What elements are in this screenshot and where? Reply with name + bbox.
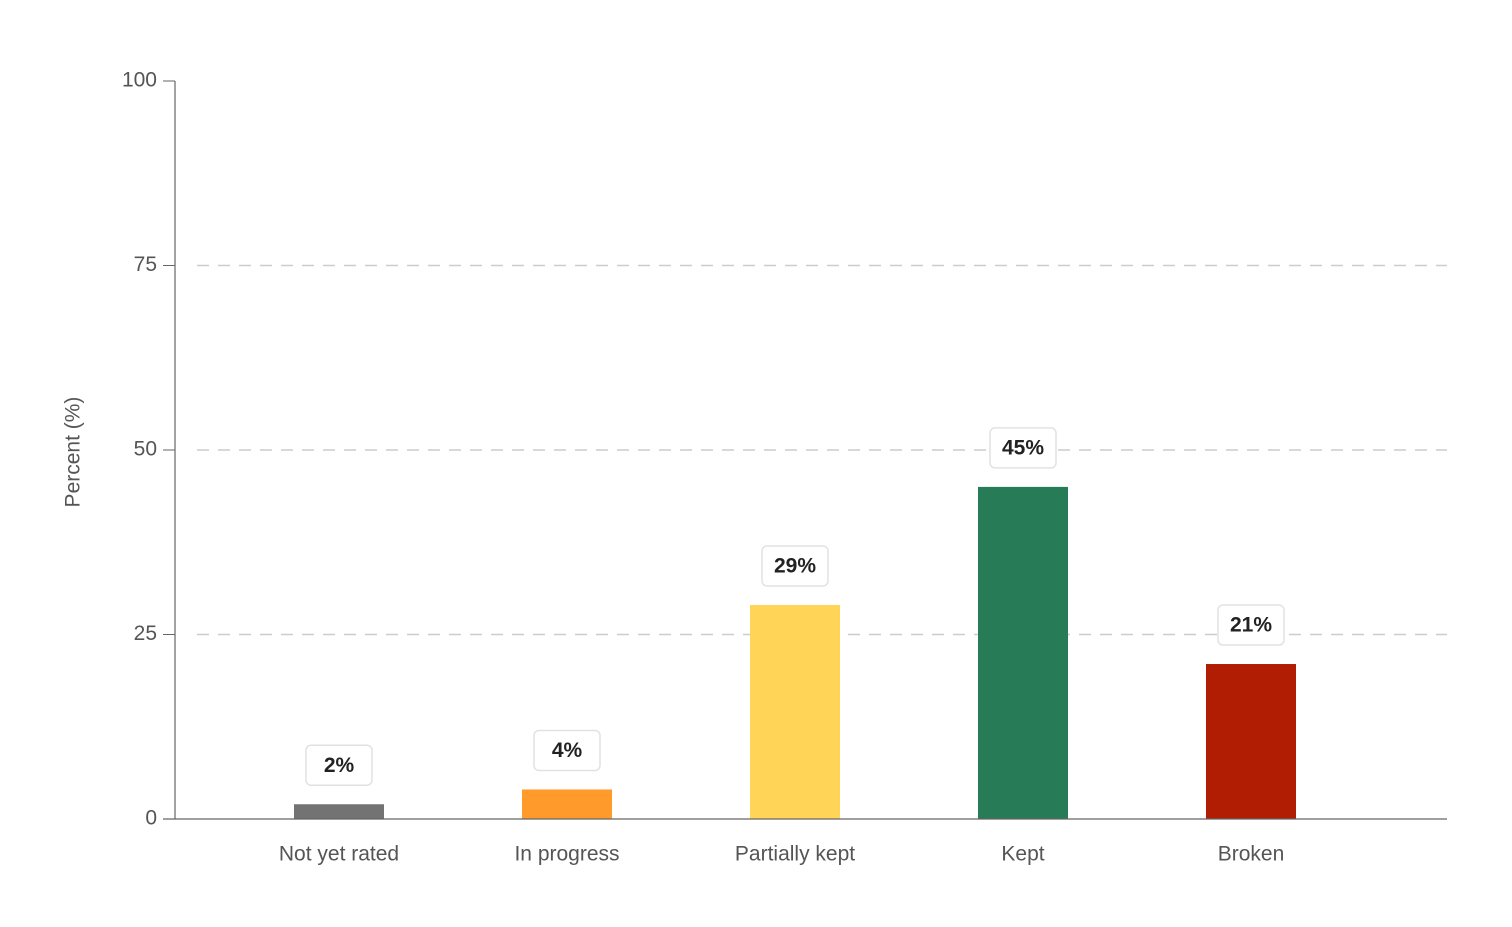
x-tick-label: Partially kept xyxy=(735,843,855,866)
value-label: 45% xyxy=(1002,436,1044,459)
y-tick-label: 0 xyxy=(145,807,157,830)
x-tick-label: Not yet rated xyxy=(279,843,399,866)
bar xyxy=(750,604,840,819)
bar xyxy=(978,486,1068,819)
y-tick-label: 50 xyxy=(134,438,157,461)
value-label-box xyxy=(989,427,1057,469)
bar xyxy=(294,804,384,819)
x-tick-label: Kept xyxy=(1001,843,1044,866)
value-label: 2% xyxy=(324,754,355,777)
value-label: 29% xyxy=(774,555,816,578)
value-label-box xyxy=(761,545,829,587)
x-tick-label: Broken xyxy=(1218,843,1285,866)
y-tick-label: 100 xyxy=(122,69,157,92)
x-tick-label: In progress xyxy=(514,843,619,866)
value-label: 21% xyxy=(1230,614,1272,637)
bar xyxy=(522,789,612,819)
y-tick-label: 25 xyxy=(134,622,157,645)
value-label: 4% xyxy=(552,739,583,762)
y-axis-label: Percent (%) xyxy=(62,397,85,508)
value-label-box xyxy=(1217,604,1285,646)
bar xyxy=(1206,664,1296,819)
value-label-box xyxy=(533,729,601,772)
value-label-box xyxy=(305,744,373,786)
y-tick-label: 75 xyxy=(134,253,157,276)
